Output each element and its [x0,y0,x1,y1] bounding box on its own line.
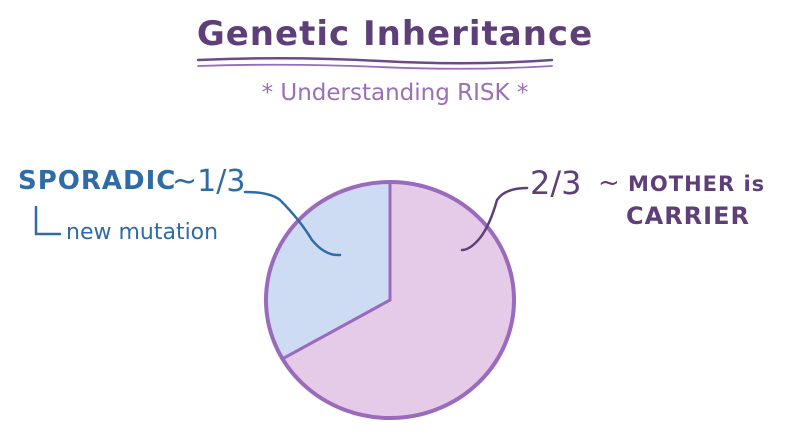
carrier-fraction: 2/3 [530,164,582,202]
title-underline-2 [197,63,553,70]
sporadic-sublabel: new mutation [66,220,219,245]
sporadic-label: SPORADIC [18,166,176,196]
title-underline [196,56,554,65]
sublabel-bracket [34,205,62,236]
page-subtitle: * Understanding RISK * [261,80,529,106]
sporadic-fraction: ~1/3 [172,164,246,199]
sporadic-pointer [243,190,342,257]
carrier-label-line1: MOTHER is [628,172,766,196]
carrier-pointer [460,186,529,252]
carrier-label-line2: CARRIER [626,202,750,230]
carrier-tilde: ~ [598,168,620,198]
page-title: Genetic Inheritance [196,14,594,54]
sporadic-label-text: SPORADIC [18,166,177,196]
pie-outline [264,180,516,420]
